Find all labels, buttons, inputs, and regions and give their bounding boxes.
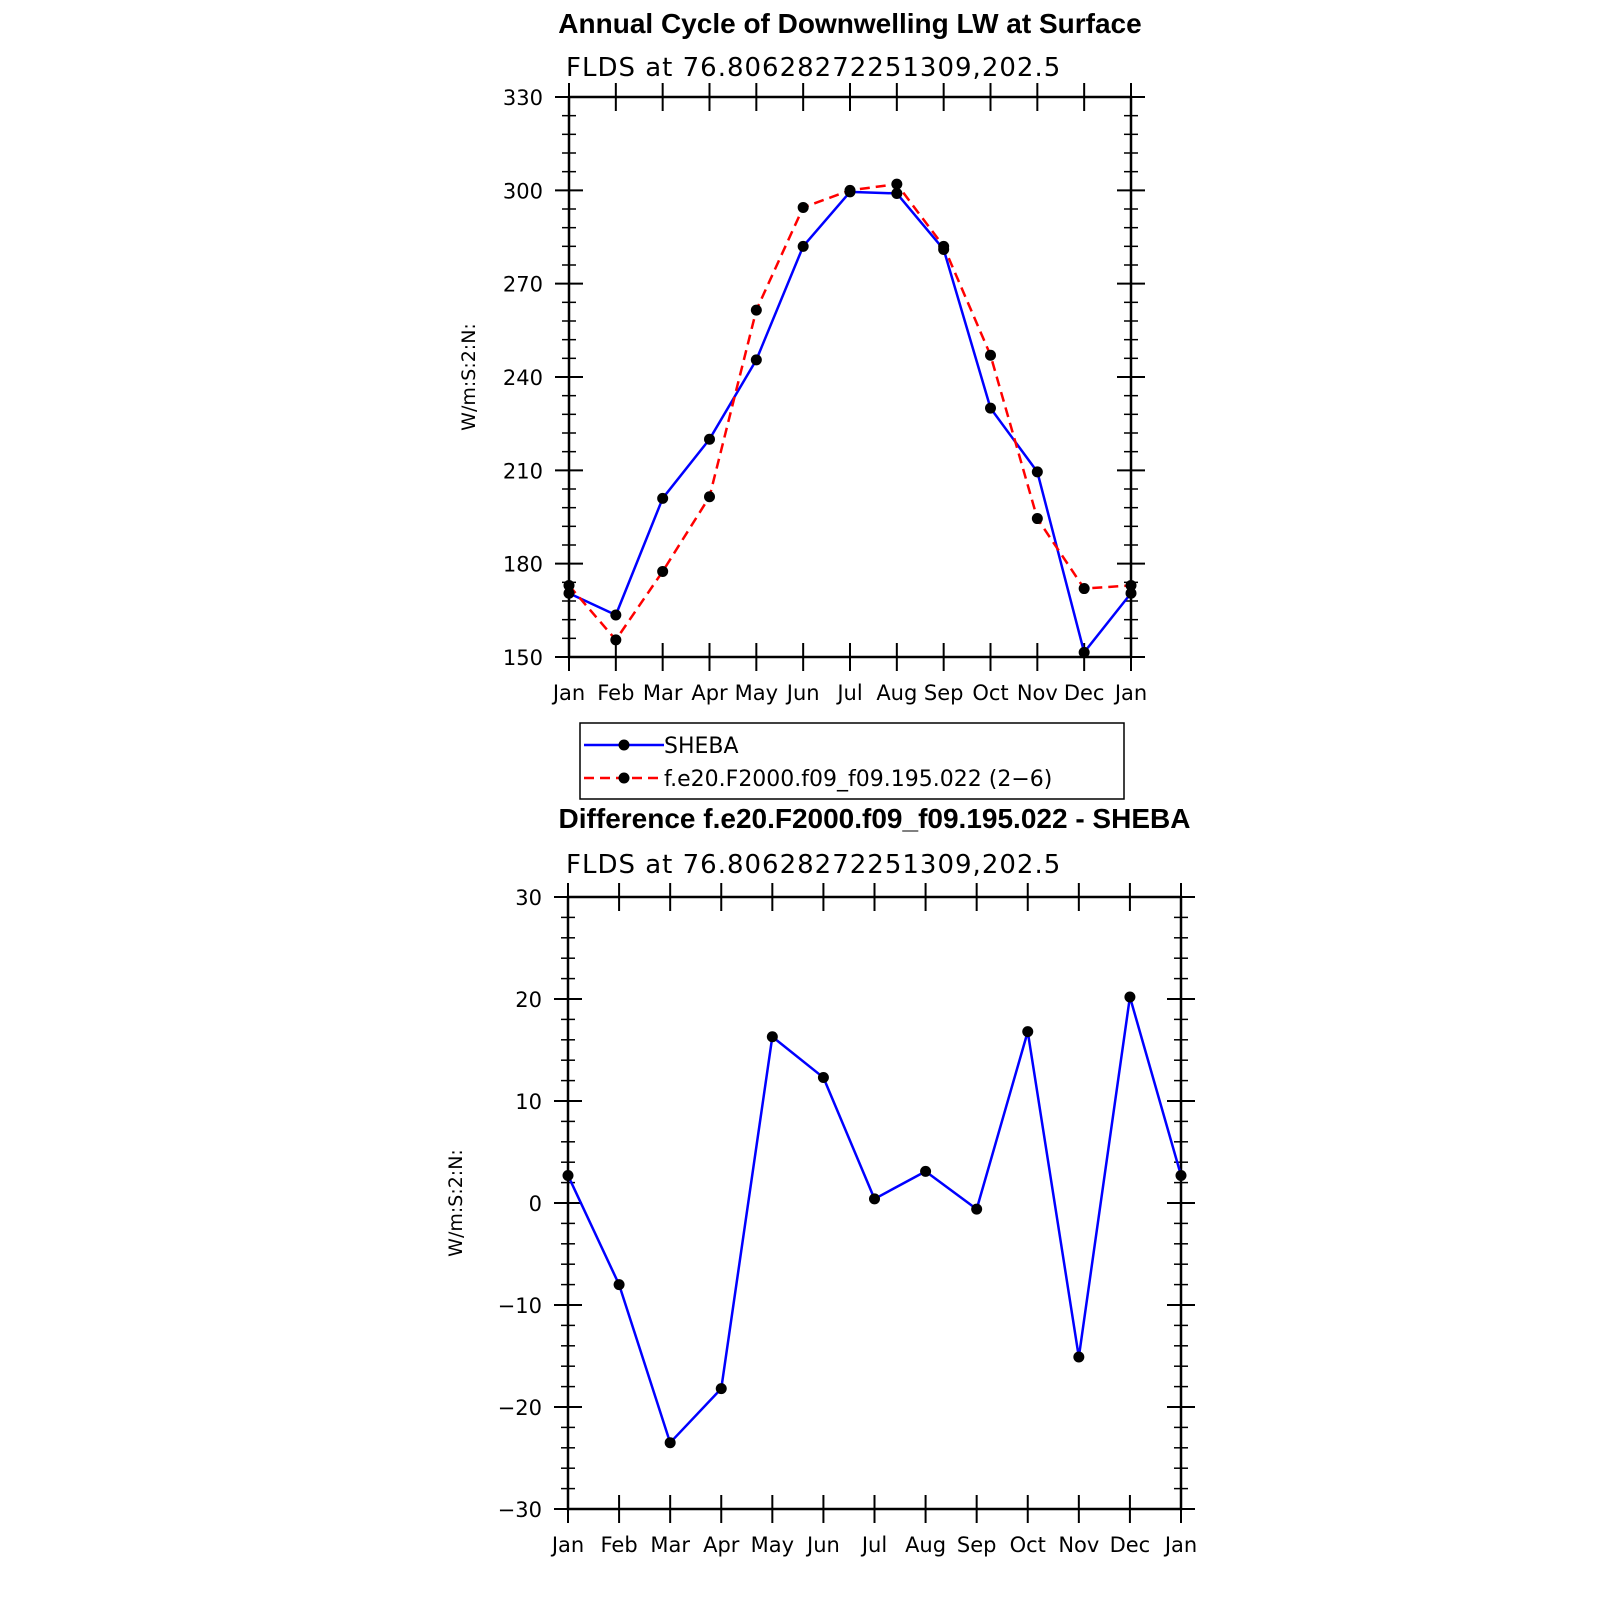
x-tick-label: Feb [597, 681, 634, 705]
plot-frame [567, 95, 1133, 659]
x-tick-label: Jul [835, 681, 862, 705]
x-tick-label: Apr [703, 1533, 740, 1557]
x-tick-label: Feb [600, 1533, 637, 1557]
x-tick-label: Aug [905, 1533, 946, 1557]
x-tick-label: Aug [876, 681, 917, 705]
y-tick-label: 150 [503, 646, 543, 670]
series-1-point [704, 433, 715, 445]
series-1-point [891, 187, 903, 199]
x-tick-label: Jan [551, 681, 585, 705]
series-2-point [938, 240, 950, 252]
y-tick-label: 0 [529, 1192, 542, 1216]
series-1-point [1124, 991, 1136, 1003]
series-1-point [971, 1203, 983, 1215]
x-tick-label: Oct [1010, 1533, 1046, 1557]
x-tick-label: Jan [550, 1533, 584, 1557]
series-2-point [704, 491, 715, 503]
series-2-point [985, 349, 996, 361]
y-tick-label: 240 [503, 366, 543, 390]
chart-subtitle: FLDS at 76.80628272251309,202.5 [566, 850, 1061, 880]
y-tick-label: 330 [503, 86, 543, 110]
series-1-point [664, 1437, 676, 1449]
x-tick-label: Jun [805, 1533, 840, 1557]
x-tick-label: Jan [1113, 681, 1147, 705]
x-tick-label: Mar [650, 1533, 690, 1557]
x-tick-label: May [735, 681, 778, 705]
series-line-1 [566, 995, 1183, 1444]
y-tick-label: −30 [498, 1498, 542, 1522]
chart-title: Annual Cycle of Downwelling LW at Surfac… [558, 8, 1141, 39]
series-2-point [1031, 513, 1043, 525]
series-2-point [563, 579, 575, 591]
chart-subtitle: FLDS at 76.80628272251309,202.5 [566, 53, 1061, 83]
x-tick-label: Jun [785, 681, 820, 705]
y-tick-label: 20 [515, 988, 542, 1012]
series-2-point [797, 201, 809, 213]
series-2-point [891, 178, 903, 190]
series-1-point [1078, 646, 1090, 658]
y-tick-label: 10 [515, 1090, 542, 1114]
series-1-point [1175, 1169, 1187, 1181]
series-1-point [797, 240, 809, 252]
series-1-point [766, 1031, 778, 1043]
y-tick-label: 270 [503, 273, 543, 297]
x-tick-label: Sep [957, 1533, 997, 1557]
legend-marker-2 [618, 772, 630, 784]
chart-1: Annual Cycle of Downwelling LW at Surfac… [458, 8, 1147, 800]
series-1-point [750, 354, 762, 366]
series-1-point [920, 1165, 932, 1177]
series-1-point [657, 492, 669, 504]
y-tick-label: 180 [503, 553, 543, 577]
x-tick-label: Apr [691, 681, 728, 705]
x-tick-label: Nov [1017, 681, 1058, 705]
series-2-point [1125, 579, 1137, 591]
legend-marker-1 [618, 739, 630, 751]
series-1-point [1022, 1026, 1034, 1038]
series-line-1 [568, 190, 1132, 654]
series-1-point [610, 609, 622, 621]
series-1-point [563, 587, 575, 599]
series-1-point [817, 1072, 829, 1084]
x-tick-label: Nov [1058, 1533, 1099, 1557]
x-tick-label: Dec [1110, 1533, 1151, 1557]
y-tick-label: 210 [503, 459, 543, 483]
series-1-point [985, 402, 996, 414]
chart-title: Difference f.e20.F2000.f09_f09.195.022 -… [559, 803, 1191, 834]
x-tick-label: Dec [1064, 681, 1105, 705]
series-1-point [869, 1193, 880, 1205]
series-1-point [1073, 1351, 1085, 1363]
series-2-point [657, 565, 669, 577]
series-2-point [844, 184, 856, 196]
x-tick-label: Oct [972, 681, 1008, 705]
x-tick-label: May [751, 1533, 794, 1557]
y-tick-label: −10 [498, 1294, 542, 1318]
y-tick-label: −20 [498, 1396, 542, 1420]
legend-label-1: SHEBA [664, 734, 739, 759]
x-tick-label: Sep [924, 681, 964, 705]
y-axis-label: W/m:S:2:N: [445, 1149, 467, 1257]
series-2-point [1078, 583, 1090, 595]
series-1-point [562, 1169, 574, 1181]
series-1-point [1031, 466, 1043, 478]
legend-label-2: f.e20.F2000.f09_f09.195.022 (2−6) [664, 767, 1052, 792]
chart-2: Difference f.e20.F2000.f09_f09.195.022 -… [445, 803, 1197, 1557]
series-2-point [610, 634, 622, 646]
y-axis-label: W/m:S:2:N: [458, 323, 480, 431]
legend-box [579, 722, 1125, 800]
series-1-point [715, 1383, 727, 1395]
x-tick-label: Jan [1163, 1533, 1197, 1557]
x-tick-label: Mar [643, 681, 683, 705]
y-tick-label: 30 [515, 886, 542, 910]
series-1-point [613, 1279, 625, 1291]
x-tick-label: Jul [860, 1533, 887, 1557]
series-line-2 [568, 182, 1132, 642]
series-1-point [1125, 587, 1137, 599]
y-tick-label: 300 [503, 179, 543, 203]
series-2-point [750, 304, 762, 316]
